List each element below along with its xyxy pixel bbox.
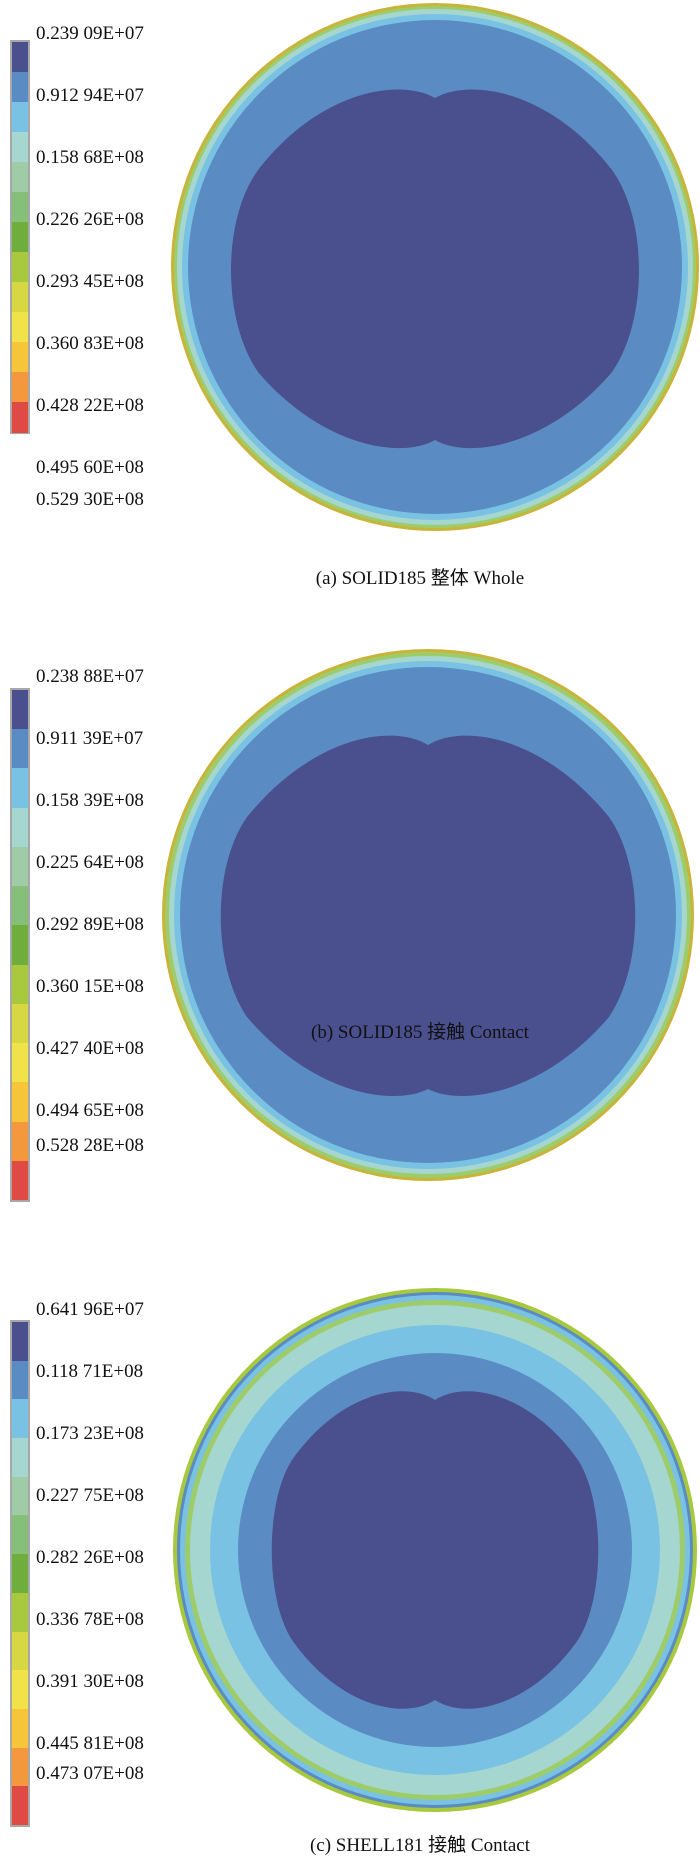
colorbar-swatch xyxy=(12,282,28,313)
colorbar-label: 0.641 96E+07 xyxy=(36,1299,144,1320)
colorbar-swatch xyxy=(12,1554,28,1594)
colorbar-label: 0.528 28E+08 xyxy=(36,1135,144,1156)
colorbar-swatch xyxy=(12,1003,28,1044)
colorbar-swatch xyxy=(12,1121,28,1162)
colorbar-label: 0.293 45E+08 xyxy=(36,271,144,292)
colorbar-swatch xyxy=(12,1082,28,1123)
colorbar-swatch xyxy=(12,192,28,223)
colorbar-swatch xyxy=(12,402,28,433)
colorbar-swatch xyxy=(12,1631,28,1671)
colorbar-label: 0.911 39E+07 xyxy=(36,728,144,749)
colorbar-swatch xyxy=(12,252,28,283)
caption: (c) SHELL181 接触 Contact xyxy=(309,1835,531,1856)
colorbar-label: 0.225 64E+08 xyxy=(36,852,144,873)
colorbar-label: 0.158 39E+08 xyxy=(36,790,144,811)
colorbar-swatch xyxy=(12,72,28,103)
colorbar-swatch xyxy=(12,886,28,926)
caption: (a) SOLID185 整体 Whole xyxy=(315,568,525,589)
colorbar-swatch xyxy=(12,132,28,163)
colorbar-swatch xyxy=(12,1708,28,1749)
colorbar-swatch xyxy=(12,162,28,193)
colorbar-swatch xyxy=(12,222,28,253)
colorbar-label: 0.226 26E+08 xyxy=(36,209,144,230)
colorbar-label: 0.494 65E+08 xyxy=(36,1100,144,1121)
colorbar-swatch xyxy=(12,1160,28,1201)
colorbar-swatch xyxy=(12,1515,28,1555)
colorbar-label: 0.912 94E+07 xyxy=(36,85,144,106)
colorbar-swatch xyxy=(12,925,28,966)
colorbar-swatch xyxy=(12,1322,28,1362)
panel-c: 0.641 96E+07 0.118 71E+08 0.173 23E+08 0… xyxy=(0,1280,700,1857)
colorbar-swatch xyxy=(12,964,28,1005)
colorbar-swatch xyxy=(12,729,28,769)
colorbar-label: 0.427 40E+08 xyxy=(36,1038,144,1059)
colorbar-swatch xyxy=(12,846,28,887)
colorbar-label: 0.360 83E+08 xyxy=(36,333,144,354)
panel-a: 0.239 09E+07 0.912 94E+07 0.158 68E+08 0… xyxy=(0,0,700,600)
colorbar-label: 0.118 71E+08 xyxy=(36,1361,144,1382)
colorbar-swatch xyxy=(12,1360,28,1400)
colorbar-swatch xyxy=(12,1476,28,1516)
colorbar-swatch xyxy=(12,1670,28,1710)
colorbar-label: 0.238 88E+07 xyxy=(36,666,144,687)
colorbar-label: 0.158 68E+08 xyxy=(36,147,144,168)
colorbar-swatch xyxy=(12,342,28,373)
colorbar-label: 0.360 15E+08 xyxy=(36,976,144,997)
colorbar-label: 0.239 09E+07 xyxy=(36,23,144,44)
colorbar-label: 0.428 22E+08 xyxy=(36,395,144,416)
colorbar-swatch xyxy=(12,312,28,343)
stress-contour-plot xyxy=(162,649,694,1181)
colorbar-label: 0.227 75E+08 xyxy=(36,1485,144,1506)
colorbar-swatch xyxy=(12,102,28,133)
colorbar-swatch xyxy=(12,1043,28,1083)
colorbar-label: 0.173 23E+08 xyxy=(36,1423,144,1444)
colorbar-swatch xyxy=(12,1592,28,1633)
colorbar-swatch xyxy=(12,768,28,809)
colorbar-swatch xyxy=(12,42,28,73)
colorbar-label: 0.529 30E+08 xyxy=(36,489,144,510)
colorbar-label: 0.282 26E+08 xyxy=(36,1547,144,1568)
caption: (b) SOLID185 接触 Contact xyxy=(311,1022,529,1043)
colorbar-swatch xyxy=(12,690,28,730)
colorbar-label: 0.292 89E+08 xyxy=(36,914,144,935)
colorbar-label: 0.473 07E+08 xyxy=(36,1763,144,1784)
colorbar-swatch xyxy=(12,1399,28,1439)
colorbar-label: 0.391 30E+08 xyxy=(36,1671,144,1692)
colorbar-label: 0.495 60E+08 xyxy=(36,457,144,478)
colorbar-swatch xyxy=(12,372,28,403)
colorbar-swatch xyxy=(12,1438,28,1478)
colorbar-label: 0.445 81E+08 xyxy=(36,1733,144,1754)
stress-contour-plot xyxy=(173,1288,697,1812)
colorbar-swatch xyxy=(12,807,28,848)
stress-contour-plot xyxy=(171,3,699,531)
panel-b: 0.238 88E+07 0.911 39E+07 0.158 39E+08 0… xyxy=(0,640,700,1240)
colorbar-label: 0.336 78E+08 xyxy=(36,1609,144,1630)
colorbar-swatch xyxy=(12,1786,28,1826)
colorbar-swatch xyxy=(12,1747,28,1787)
